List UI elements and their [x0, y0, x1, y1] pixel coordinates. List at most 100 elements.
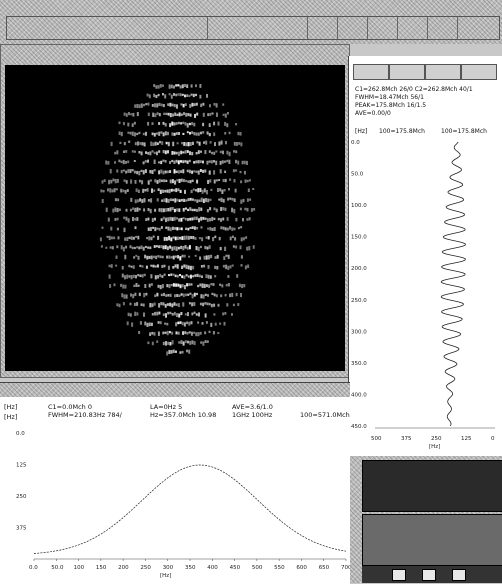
fringe-speck [183, 198, 186, 202]
document-icon[interactable] [422, 569, 436, 581]
hp-info-left-2: FWHM=210.83Hz 784/ [48, 411, 122, 419]
fringe-speck [159, 140, 161, 144]
horizontal-profile-titlebar[interactable] [0, 383, 350, 397]
fringe-speck [116, 217, 119, 221]
fringe-speck [127, 312, 130, 317]
fringe-speck [170, 188, 173, 192]
fringe-speck [114, 218, 117, 221]
rp-x-tick-label: 250 [431, 436, 442, 442]
fringe-speck [169, 170, 172, 173]
fringe-speck [176, 217, 178, 220]
vertical-profile-panel: C1=262.8Mch 26/0 C2=262.8Mch 40/1 FWHM=1… [348, 56, 502, 457]
fringe-speck [170, 284, 173, 287]
fringe-speck [160, 131, 163, 134]
fringe-speck [188, 169, 191, 174]
fringe-speck [202, 112, 205, 117]
fringe-speck [187, 235, 190, 240]
fringe-speck [224, 132, 227, 135]
fringe-speck [147, 159, 149, 163]
fringe-speck [195, 189, 197, 192]
fringe-speck [133, 121, 136, 125]
toolbar-button-2[interactable] [307, 17, 338, 39]
fringe-speck [244, 207, 247, 211]
fringe-speck [214, 256, 217, 259]
fringe-speck [170, 273, 173, 276]
fringe-speck [213, 132, 216, 137]
fringe-speck [162, 208, 165, 213]
fringe-speck [222, 226, 225, 230]
fringe-speck [141, 199, 144, 204]
fringe-speck [166, 322, 169, 326]
fringe-speck [186, 150, 189, 153]
interferogram-image[interactable] [5, 65, 345, 371]
profile-tab-3[interactable] [425, 64, 461, 80]
fringe-speck [245, 236, 248, 239]
fringe-speck [156, 112, 159, 115]
fringe-speck [178, 313, 181, 318]
profile-tab-2[interactable] [389, 64, 425, 80]
fringe-speck [160, 103, 163, 107]
vertical-profile-plot[interactable]: 0.0 50.0 100.0 150.0 200.0 250.0 300.0 350.0 400… [349, 136, 502, 456]
fringe-speck [151, 132, 154, 136]
fringe-speck [244, 179, 247, 183]
fringe-speck [223, 256, 226, 260]
profile-info-line-1: C1=262.8Mch 26/0 C2=262.8Mch 40/1 [355, 86, 473, 93]
profile-tab-4[interactable] [461, 64, 497, 80]
fringe-speck [201, 322, 204, 325]
thumbnail-preview-1[interactable] [362, 460, 502, 512]
fringe-speck [172, 236, 175, 239]
fringe-speck [192, 93, 195, 98]
fringe-speck [209, 207, 212, 211]
fringe-speck [168, 274, 170, 277]
rp-y-tick-label: 100.0 [351, 203, 367, 209]
toolbar-button-6[interactable] [427, 17, 458, 39]
toolbar-button-4[interactable] [367, 17, 398, 39]
fringe-speck [189, 142, 192, 146]
fringe-speck [127, 131, 130, 134]
fringe-speck [171, 207, 174, 211]
fringe-speck [124, 237, 127, 241]
fringe-speck [217, 332, 220, 335]
fringe-speck [123, 112, 126, 116]
fringe-speck [162, 331, 165, 335]
monitor-icon[interactable] [392, 569, 406, 581]
interferogram-titlebar[interactable] [1, 45, 349, 63]
fringe-speck [160, 218, 163, 222]
fringe-speck [207, 274, 210, 279]
thumbnail-preview-2[interactable] [362, 514, 502, 566]
fringe-speck [164, 189, 167, 193]
fringe-speck [228, 159, 231, 164]
horizontal-profile-plot[interactable]: 0.0 125 250 375 0.0 50.0 100 150 200 250 300 350 400… [0, 423, 350, 584]
fringe-speck [159, 189, 162, 194]
fringe-speck [193, 226, 196, 230]
profile-tab-1[interactable] [353, 64, 389, 80]
fringe-speck [146, 237, 149, 240]
fringe-speck [208, 245, 211, 249]
fringe-speck [141, 265, 144, 268]
toolbar-button-5[interactable] [397, 17, 428, 39]
fringe-speck [108, 179, 111, 185]
fringe-speck [150, 141, 153, 146]
fringe-speck [179, 85, 182, 89]
toolbar-button-1[interactable] [207, 17, 238, 39]
fringe-speck [131, 131, 134, 136]
fringe-speck [188, 283, 191, 286]
toolbar-button-3[interactable] [337, 17, 368, 39]
fringe-speck [173, 122, 176, 126]
fringe-speck [109, 188, 112, 193]
fringe-speck [241, 284, 244, 289]
fringe-speck [149, 170, 152, 174]
fringe-speck [240, 226, 243, 229]
fringe-speck [191, 217, 194, 221]
folder-icon[interactable] [452, 569, 466, 581]
fringe-speck [239, 132, 242, 136]
fringe-speck [130, 113, 133, 116]
fringe-speck [248, 246, 251, 251]
toolbar-button-7[interactable] [457, 17, 488, 39]
fringe-speck [145, 218, 148, 221]
fringe-speck [157, 255, 160, 258]
fringe-speck [187, 312, 189, 317]
fringe-speck [176, 313, 178, 318]
fringe-speck [195, 208, 198, 212]
fringe-speck [125, 170, 128, 174]
